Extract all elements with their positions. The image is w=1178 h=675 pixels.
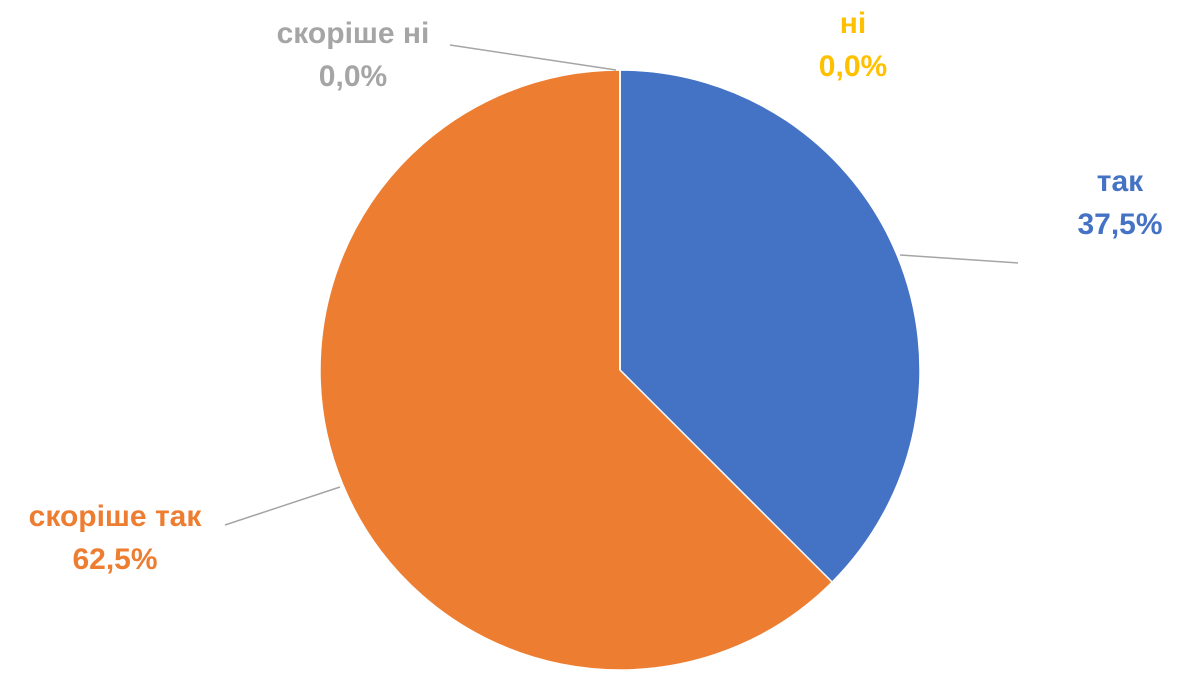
slice-label: ні bbox=[840, 7, 866, 40]
slice-label: скоріше ні bbox=[277, 17, 430, 50]
slice-value-label: 0,0% bbox=[319, 60, 387, 93]
pie-slice bbox=[619, 69, 921, 584]
slice-value-label: 37,5% bbox=[1077, 208, 1162, 241]
pie-slice bbox=[319, 69, 834, 671]
slice-value-label: 0,0% bbox=[819, 50, 887, 83]
slice-value-label: 62,5% bbox=[72, 543, 157, 576]
slice-label: скоріше так bbox=[29, 500, 203, 533]
slice-label: так bbox=[1097, 165, 1144, 198]
leader-line bbox=[449, 44, 617, 71]
leader-line bbox=[899, 254, 1019, 264]
leader-line bbox=[224, 486, 341, 526]
